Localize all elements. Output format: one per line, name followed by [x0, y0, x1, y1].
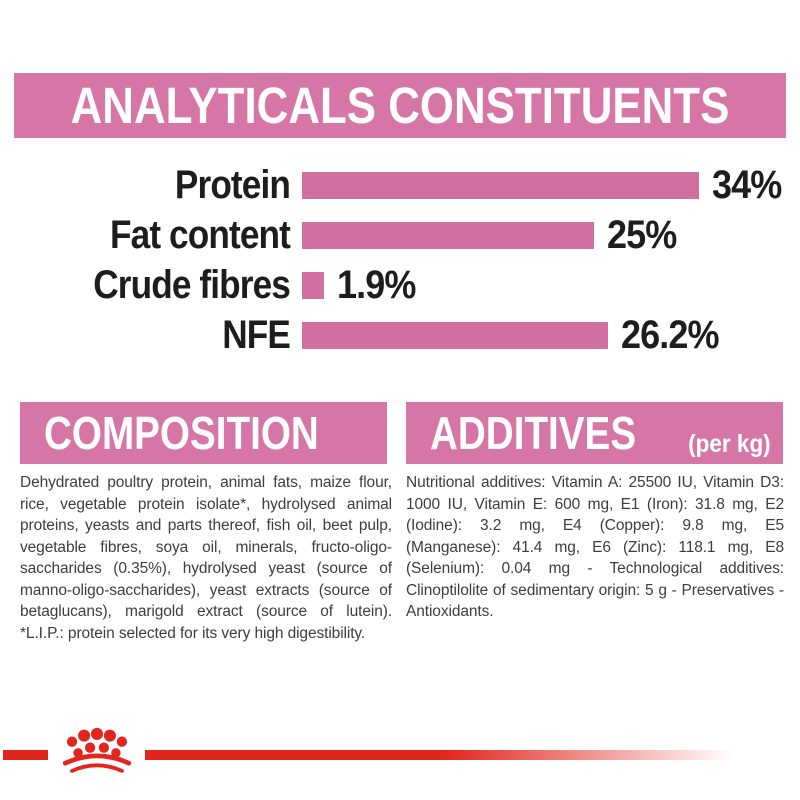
chart-value-label: 34% [712, 162, 782, 207]
chart-row: NFE 26.2% [0, 310, 800, 360]
chart-row: Protein 34% [0, 160, 800, 210]
chart-value-label: 1.9% [337, 262, 416, 307]
brand-divider-left [3, 750, 48, 760]
chart-value-label: 25% [607, 212, 677, 257]
chart-bar [302, 271, 324, 299]
chart-category-label: Fat content [109, 212, 291, 257]
additives-title: ADDITIVES [430, 407, 637, 459]
composition-banner: COMPOSITION [20, 402, 387, 464]
chart-bar [302, 171, 699, 199]
chart-row: Fat content 25% [0, 210, 800, 260]
composition-body-text: Dehydrated poultry protein, animal fats,… [20, 474, 392, 642]
additives-banner: ADDITIVES (per kg) [406, 402, 783, 464]
chart-category-label: Crude fibres [93, 262, 291, 307]
additives-subtitle: (per kg) [688, 430, 771, 458]
additives-body-text: Nutritional additives: Vitamin A: 25500 … [406, 474, 784, 620]
composition-title: COMPOSITION [44, 407, 319, 459]
chart-category-label: Protein [174, 162, 291, 207]
brand-divider-right [145, 750, 745, 760]
bar-chart: Protein 34% Fat content 25% Crude fibres… [0, 160, 800, 360]
chart-category-label: NFE [222, 312, 291, 357]
chart-bar [302, 321, 608, 349]
chart-value-label: 26.2% [621, 312, 719, 357]
chart-row: Crude fibres 1.9% [0, 260, 800, 310]
analyticals-constituents-banner: ANALYTICALS CONSTITUENTS [14, 73, 786, 138]
page-title: ANALYTICALS CONSTITUENTS [70, 77, 730, 134]
chart-bar [302, 221, 594, 249]
royal-canin-crown-icon [62, 727, 132, 773]
